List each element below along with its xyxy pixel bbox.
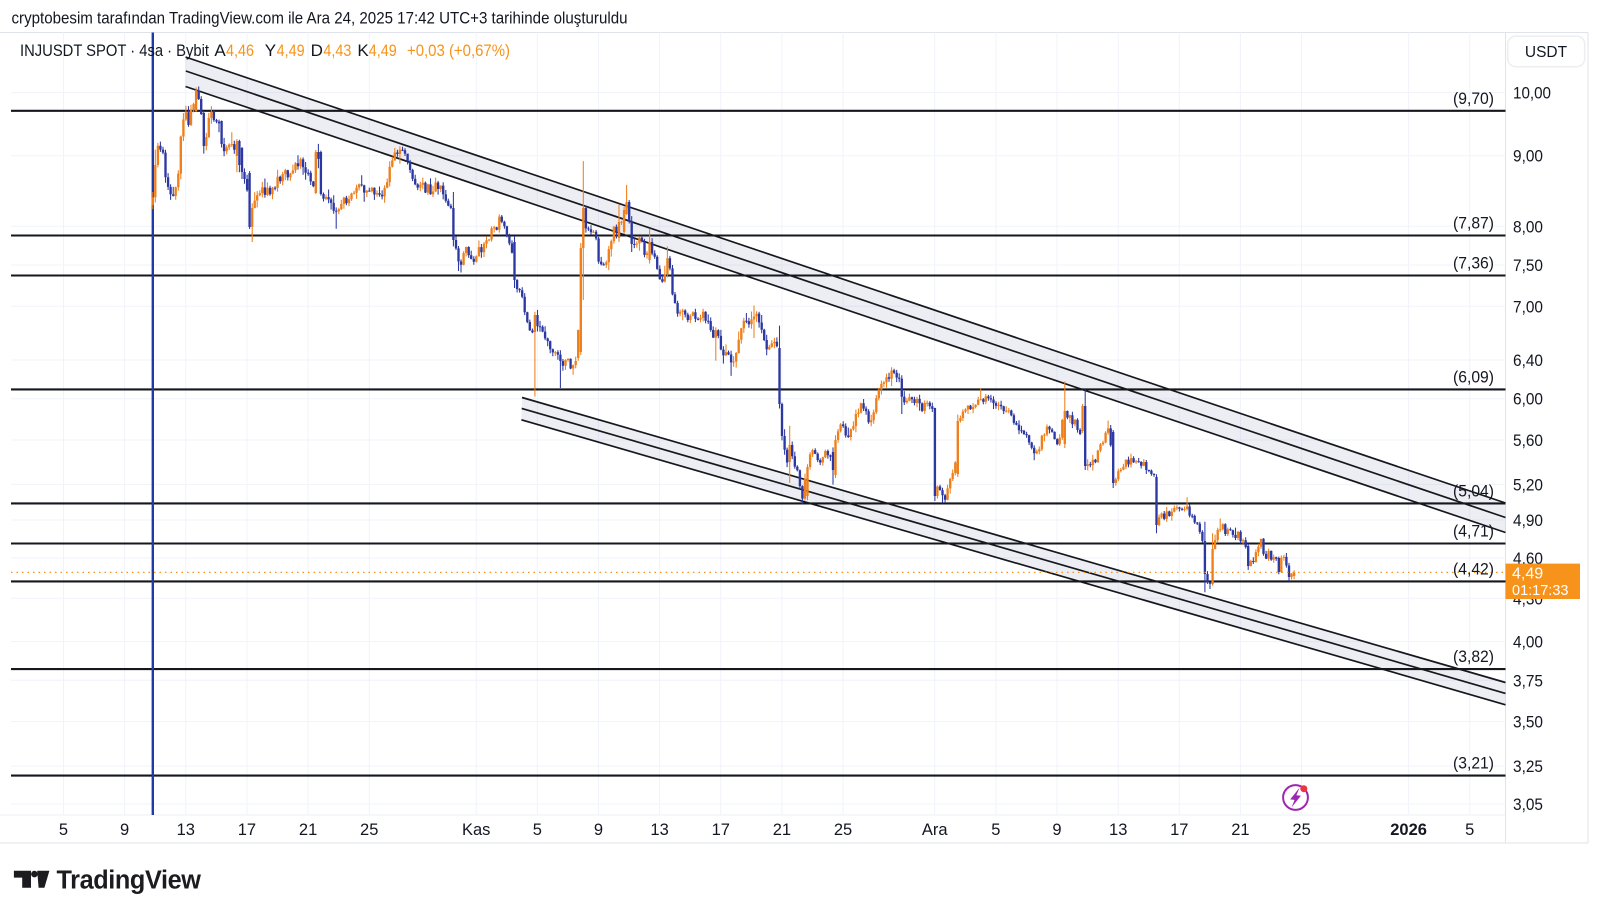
svg-text:9: 9 — [1052, 821, 1061, 839]
svg-text:4,43: 4,43 — [323, 41, 351, 60]
svg-text:(4,71): (4,71) — [1453, 523, 1494, 541]
svg-text:A: A — [214, 41, 226, 60]
svg-text:Kas: Kas — [462, 821, 490, 839]
svg-text:17: 17 — [1170, 821, 1188, 839]
svg-text:01:17:33: 01:17:33 — [1512, 583, 1568, 599]
svg-text:7,00: 7,00 — [1513, 297, 1543, 316]
svg-text:3,50: 3,50 — [1513, 713, 1543, 732]
svg-text:5: 5 — [1465, 821, 1474, 839]
svg-text:8,00: 8,00 — [1513, 217, 1543, 236]
svg-text:Ara: Ara — [922, 821, 949, 839]
svg-text:5,20: 5,20 — [1513, 475, 1543, 494]
svg-text:(3,82): (3,82) — [1453, 648, 1494, 666]
svg-text:21: 21 — [773, 821, 791, 839]
svg-text:(5,04): (5,04) — [1453, 482, 1494, 500]
svg-text:INJUSDT SPOT · 4sa · Bybit: INJUSDT SPOT · 4sa · Bybit — [20, 41, 209, 60]
svg-text:13: 13 — [177, 821, 195, 839]
svg-text:TradingView: TradingView — [57, 867, 202, 895]
svg-text:25: 25 — [834, 821, 852, 839]
svg-text:21: 21 — [299, 821, 317, 839]
svg-text:4,00: 4,00 — [1513, 633, 1543, 652]
svg-text:D: D — [311, 41, 323, 60]
svg-text:4,49: 4,49 — [1512, 566, 1543, 583]
svg-text:4,49: 4,49 — [369, 41, 397, 60]
svg-text:+0,03 (+0,67%): +0,03 (+0,67%) — [407, 41, 510, 60]
svg-text:5: 5 — [533, 821, 542, 839]
svg-text:2026: 2026 — [1390, 821, 1427, 839]
svg-text:(4,42): (4,42) — [1453, 560, 1494, 578]
svg-text:25: 25 — [360, 821, 378, 839]
svg-text:6,40: 6,40 — [1513, 351, 1543, 370]
svg-text:6,00: 6,00 — [1513, 390, 1543, 409]
svg-text:3,75: 3,75 — [1513, 671, 1543, 690]
svg-text:Y: Y — [265, 41, 276, 60]
svg-text:(7,36): (7,36) — [1453, 255, 1494, 273]
svg-text:3,25: 3,25 — [1513, 757, 1543, 776]
svg-text:9,00: 9,00 — [1513, 147, 1543, 166]
svg-text:25: 25 — [1292, 821, 1310, 839]
svg-text:4,49: 4,49 — [277, 41, 305, 60]
svg-text:21: 21 — [1231, 821, 1249, 839]
svg-text:9: 9 — [594, 821, 603, 839]
svg-text:5: 5 — [991, 821, 1000, 839]
svg-text:cryptobesim tarafından Trading: cryptobesim tarafından TradingView.com i… — [12, 10, 628, 28]
svg-text:3,05: 3,05 — [1513, 795, 1543, 814]
svg-text:13: 13 — [650, 821, 668, 839]
svg-text:13: 13 — [1109, 821, 1127, 839]
svg-text:17: 17 — [238, 821, 256, 839]
svg-text:(9,70): (9,70) — [1453, 90, 1494, 108]
svg-text:USDT: USDT — [1525, 44, 1568, 61]
svg-text:5: 5 — [59, 821, 68, 839]
svg-text:9: 9 — [120, 821, 129, 839]
svg-text:(6,09): (6,09) — [1453, 368, 1494, 386]
svg-text:10,00: 10,00 — [1513, 84, 1551, 103]
svg-text:7,50: 7,50 — [1513, 256, 1543, 275]
svg-text:(3,21): (3,21) — [1453, 755, 1494, 773]
svg-text:(7,87): (7,87) — [1453, 215, 1494, 233]
svg-text:K: K — [357, 41, 369, 60]
svg-text:17: 17 — [712, 821, 730, 839]
svg-text:5,60: 5,60 — [1513, 431, 1543, 450]
svg-text:4,46: 4,46 — [226, 41, 254, 60]
svg-text:4,90: 4,90 — [1513, 511, 1543, 530]
svg-text:4,60: 4,60 — [1513, 549, 1543, 568]
